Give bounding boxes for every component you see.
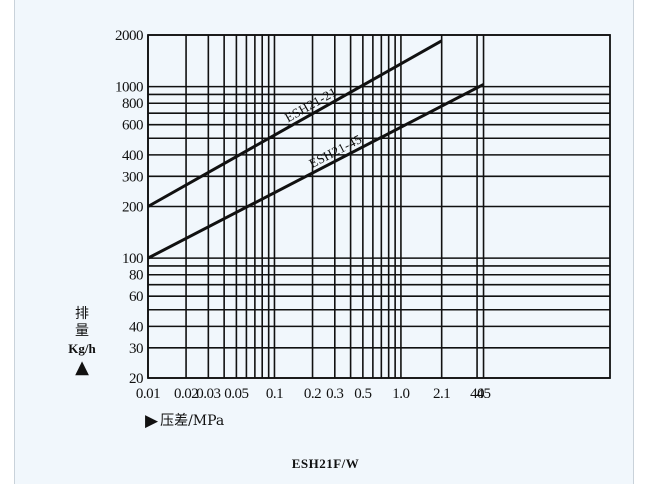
- y-axis-label: 排 量 Kg/h ▲: [60, 306, 104, 378]
- y-tick-label: 200: [122, 200, 143, 216]
- chart-panel: [14, 0, 634, 484]
- x-tick-label: 0.05: [224, 386, 248, 402]
- x-axis-label-text: 压差/MPa: [160, 413, 225, 429]
- series-line: [147, 83, 485, 260]
- y-tick-label: 80: [129, 268, 143, 284]
- series-line: [147, 39, 443, 208]
- y-tick-label: 800: [122, 96, 143, 112]
- y-tick-label: 20: [129, 371, 143, 387]
- x-tick-label: 0.2: [304, 386, 321, 402]
- y-tick-label: 1000: [115, 80, 143, 96]
- y-tick-label: 400: [122, 148, 143, 164]
- x-tick-label: 0.5: [354, 386, 371, 402]
- y-tick-label: 60: [129, 289, 143, 305]
- x-tick-label: 2.1: [433, 386, 450, 402]
- x-tick-label: 0.03: [196, 386, 220, 402]
- x-tick-label: 45: [477, 386, 491, 402]
- x-tick-label: 1.0: [392, 386, 409, 402]
- y-tick-label: 40: [129, 319, 143, 335]
- y-axis-label-line2: 量: [75, 323, 89, 339]
- y-tick-label: 30: [129, 341, 143, 357]
- x-tick-label: 0.3: [326, 386, 343, 402]
- chart-caption: ESH21F/W: [291, 456, 360, 471]
- y-tick-label: 100: [122, 251, 143, 267]
- x-tick-label: 0.02: [174, 386, 198, 402]
- y-axis-unit: Kg/h: [68, 341, 96, 356]
- right-arrow-icon: ▶: [145, 411, 159, 431]
- x-tick-label: 40: [470, 386, 484, 402]
- x-tick-label: 0.01: [136, 386, 160, 402]
- x-tick-label: 0.1: [266, 386, 283, 402]
- x-axis-label: ▶ 压差/MPa: [145, 410, 224, 431]
- y-tick-label: 600: [122, 118, 143, 134]
- grid: [147, 34, 611, 379]
- y-tick-label: 300: [122, 169, 143, 185]
- y-axis-label-line1: 排: [75, 306, 89, 322]
- up-arrow-icon: ▲: [75, 357, 89, 378]
- y-tick-label: 2000: [115, 28, 143, 44]
